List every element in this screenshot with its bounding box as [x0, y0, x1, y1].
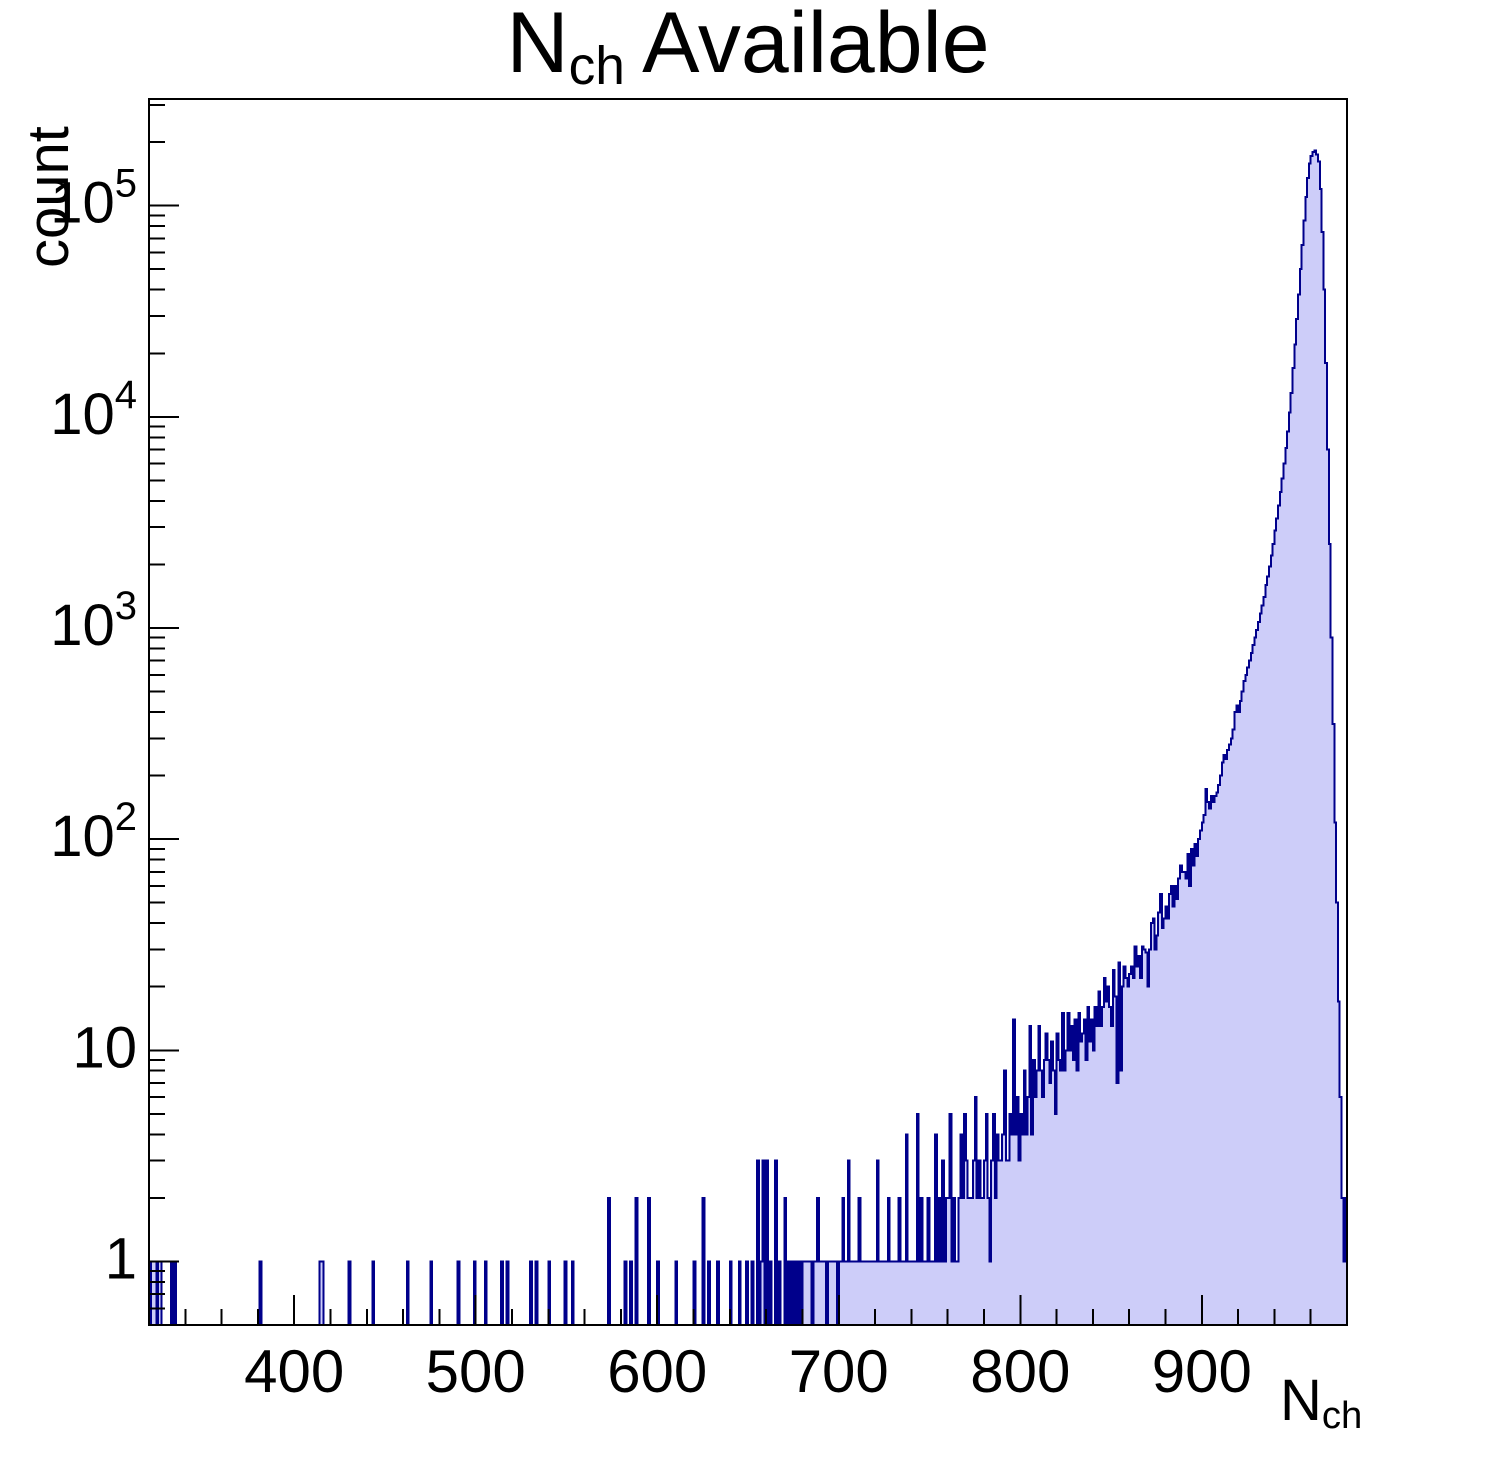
x-tick-label-900: 900: [1152, 1338, 1252, 1405]
title-suffix: Available: [642, 0, 990, 91]
x-tick-label-800: 800: [970, 1338, 1070, 1405]
histogram-series: [149, 149, 1348, 1326]
title-prefix: N: [506, 0, 569, 91]
y-tick-label-1000: 103: [50, 584, 137, 658]
plot-title: Nch Available: [0, 0, 1496, 93]
title-subscript: ch: [568, 36, 625, 96]
x-tick-label-700: 700: [789, 1338, 889, 1405]
y-tick-label-10: 10: [72, 1015, 137, 1080]
x-tick-label-400: 400: [244, 1338, 344, 1405]
y-tick-label-1: 1: [105, 1226, 137, 1291]
y-tick-label-10000: 104: [50, 373, 137, 447]
x-axis-label-prefix: N: [1280, 1368, 1322, 1433]
x-tick-label-500: 500: [426, 1338, 526, 1405]
x-tick-label-600: 600: [607, 1338, 707, 1405]
x-axis-label: Nch: [1280, 1372, 1362, 1436]
y-tick-label-100: 102: [50, 795, 137, 869]
x-axis-label-subscript: ch: [1321, 1394, 1363, 1438]
y-tick-label-100000: 105: [50, 162, 137, 236]
